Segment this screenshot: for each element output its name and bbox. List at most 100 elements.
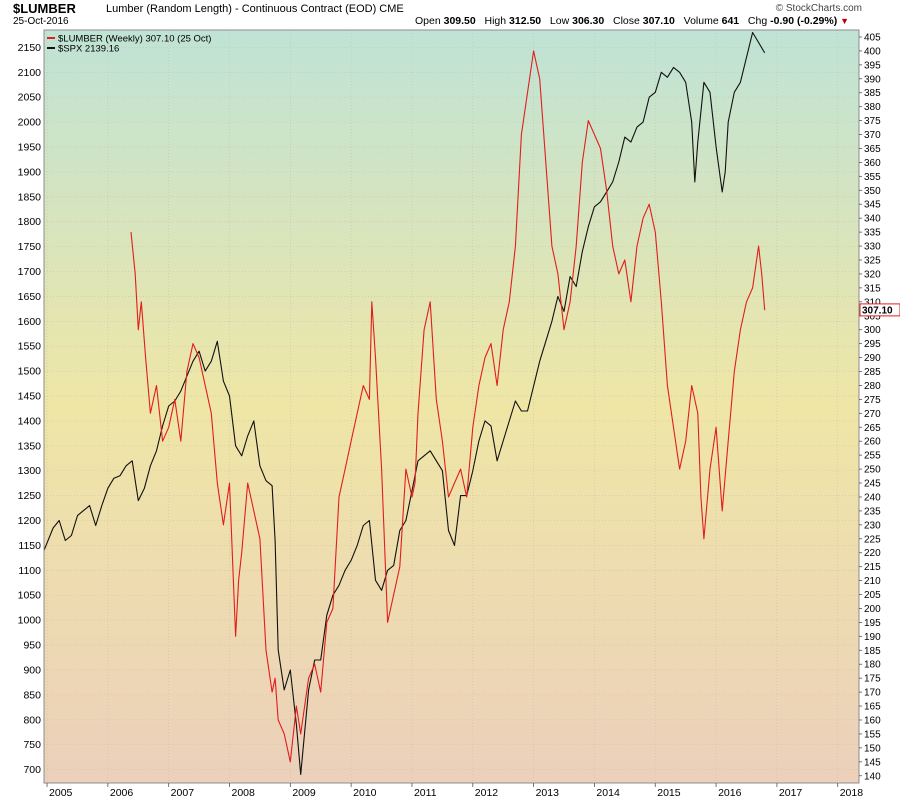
left-tick-label: 1150 [18,540,41,552]
chg-value: -0.90 (-0.29%) [770,15,838,27]
left-tick-label: 850 [23,689,41,701]
left-tick-label: 1750 [18,241,42,253]
right-tick-label: 155 [864,729,881,740]
right-tick-label: 165 [864,702,881,713]
x-tick-label: 2012 [475,787,499,799]
open-label: Open [415,15,441,27]
right-tick-label: 335 [864,228,881,239]
left-tick-label: 1900 [18,166,42,178]
left-tick-label: 1500 [18,366,42,378]
left-tick-label: 1700 [18,266,42,278]
low-value: 306.30 [572,15,605,27]
x-tick-label: 2005 [49,787,73,799]
x-tick-label: 2008 [232,787,256,799]
left-tick-label: 1100 [18,565,41,577]
right-tick-label: 225 [864,534,881,545]
left-tick-label: 900 [23,664,41,676]
left-tick-label: 1350 [18,440,42,452]
left-tick-label: 950 [23,640,41,652]
right-tick-label: 245 [864,479,881,490]
down-arrow-icon: ▼ [840,16,850,26]
left-tick-label: 1400 [18,415,42,427]
left-tick-label: 2100 [18,67,42,79]
symbol-description: Lumber (Random Length) - Continuous Cont… [106,3,404,15]
right-tick-label: 195 [864,618,881,629]
right-tick-label: 235 [864,506,881,517]
right-tick-label: 390 [864,74,881,85]
right-tick-label: 330 [864,242,881,253]
left-tick-label: 1450 [18,391,42,403]
close-value: 307.10 [642,15,675,27]
right-tick-label: 380 [864,102,881,113]
right-tick-label: 190 [864,632,881,643]
high-value: 312.50 [509,15,542,27]
right-tick-label: 240 [864,492,881,503]
legend-entry: $SPX 2139.16 [58,44,119,55]
right-tick-label: 320 [864,269,881,280]
open-value: 309.50 [443,15,476,27]
right-tick-label: 350 [864,186,881,197]
last-value-tag-box [859,303,900,317]
left-tick-label: 1800 [18,216,42,228]
series-lumber-line [130,50,766,763]
right-tick-label: 260 [864,437,881,448]
left-tick-label: 800 [23,714,41,726]
chart-header: $LUMBER Lumber (Random Length) - Continu… [0,0,900,30]
chart-date: 25-Oct-2016 [13,16,69,27]
x-tick-label: 2018 [840,787,864,799]
left-tick-label: 1300 [18,465,42,477]
left-axis: 700 750 800 850 900 950 1000 1050 1100 1150 1200 12… [18,42,42,776]
plot-background [44,30,859,783]
x-tick-label: 2006 [110,787,134,799]
series-lines [44,31,766,776]
right-tick-label: 270 [864,409,881,420]
x-tick-label: 2015 [657,787,681,799]
left-tick-label: 2050 [18,92,42,104]
right-tick-label: 255 [864,451,881,462]
grid-lines [44,30,859,783]
right-tick-label: 180 [864,660,881,671]
right-tick-label: 175 [864,674,881,685]
right-tick-label: 250 [864,465,881,476]
x-tick-label: 2007 [171,787,195,799]
legend-entry: $LUMBER (Weekly) 307.10 (25 Oct) [58,34,211,45]
high-label: High [484,15,507,27]
right-tick-label: 385 [864,88,881,99]
right-tick-label: 345 [864,200,881,211]
last-value-tags: 2139.10307.10 [859,303,900,317]
right-tick-label: 210 [864,576,881,587]
right-tick-label: 170 [864,688,881,699]
right-tick-label: 160 [864,715,881,726]
quote-summary: Open 309.50 High 312.50 Low 306.30 Close… [415,15,849,27]
right-tick-label: 200 [864,604,881,615]
right-tick-label: 360 [864,158,881,169]
right-tick-label: 395 [864,60,881,71]
left-tick-label: 1850 [18,191,42,203]
symbol-title: $LUMBER [13,1,76,16]
left-tick-label: 1650 [18,291,42,303]
left-tick-label: 1050 [18,590,42,602]
right-tick-label: 285 [864,367,881,378]
right-tick-label: 215 [864,562,881,573]
right-tick-label: 305 [864,311,881,322]
volume-label: Volume [683,15,719,27]
right-tick-label: 375 [864,116,881,127]
x-tick-label: 2013 [536,787,560,799]
right-tick-label: 365 [864,144,881,155]
right-tick-label: 265 [864,423,881,434]
right-tick-label: 405 [864,32,881,43]
left-tick-label: 1000 [18,615,42,627]
right-tick-label: 140 [864,771,881,782]
left-tick-label: 1250 [18,490,42,502]
x-tick-label: 2017 [779,787,803,799]
chg-label: Chg [747,15,768,27]
chart-legend: $LUMBER (Weekly) 307.10 (25 Oct)$SPX 213… [47,34,211,55]
right-tick-label: 145 [864,757,881,768]
x-axis: 2005 2006 2007 2008 2009 2010 2011 2012 2013 2014… [46,783,864,799]
left-tick-label: 1950 [18,142,42,154]
volume-value: 641 [721,15,740,27]
right-tick-label: 400 [864,46,881,57]
right-tick-label: 205 [864,590,881,601]
right-tick-label: 230 [864,520,881,531]
